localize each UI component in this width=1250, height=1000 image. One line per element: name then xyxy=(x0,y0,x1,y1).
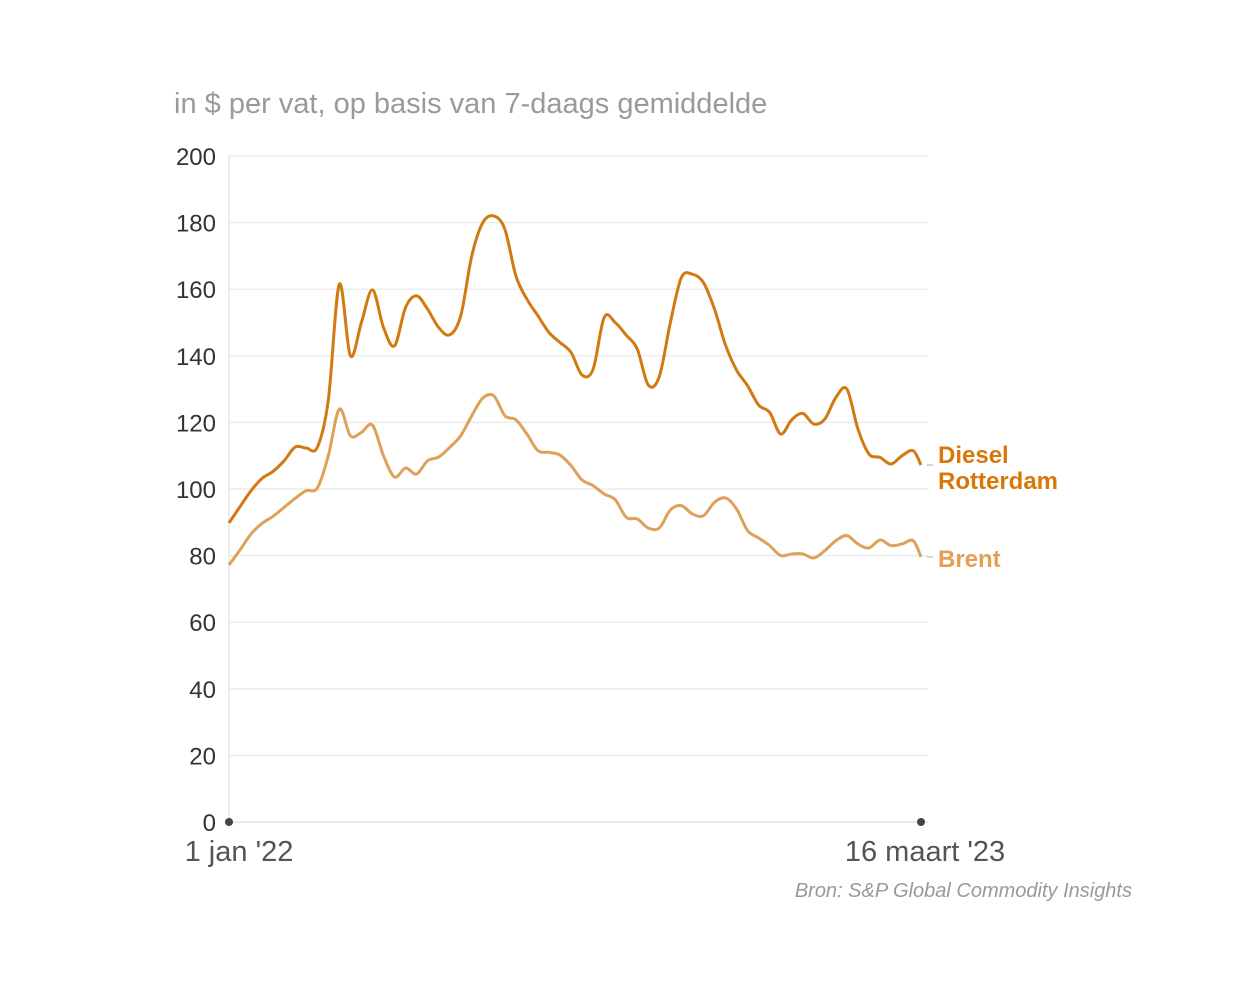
series-label: Rotterdam xyxy=(938,468,1058,495)
x-end-dot xyxy=(917,818,925,826)
y-tick-label: 200 xyxy=(176,144,216,171)
series-label: Diesel xyxy=(938,442,1009,469)
y-tick-label: 80 xyxy=(189,544,216,571)
series-line-diesel xyxy=(227,214,923,524)
series-label: Brent xyxy=(938,546,1001,573)
y-tick-label: 140 xyxy=(176,344,216,371)
y-tick-label: 100 xyxy=(176,477,216,504)
series-line-brent xyxy=(227,392,923,566)
x-tick-label: 16 maart '23 xyxy=(845,836,1005,868)
y-tick-label: 40 xyxy=(189,677,216,704)
y-tick-label: 60 xyxy=(189,610,216,637)
y-tick-label: 160 xyxy=(176,277,216,304)
y-tick-label: 180 xyxy=(176,211,216,238)
y-tick-label: 120 xyxy=(176,410,216,437)
y-tick-label: 20 xyxy=(189,743,216,770)
x-tick-label: 1 jan '22 xyxy=(185,836,294,868)
source-note: Bron: S&P Global Commodity Insights xyxy=(794,880,1132,902)
y-tick-label: 0 xyxy=(203,810,216,837)
chart-subtitle: in $ per vat, op basis van 7-daags gemid… xyxy=(174,88,768,120)
x-start-dot xyxy=(225,818,233,826)
